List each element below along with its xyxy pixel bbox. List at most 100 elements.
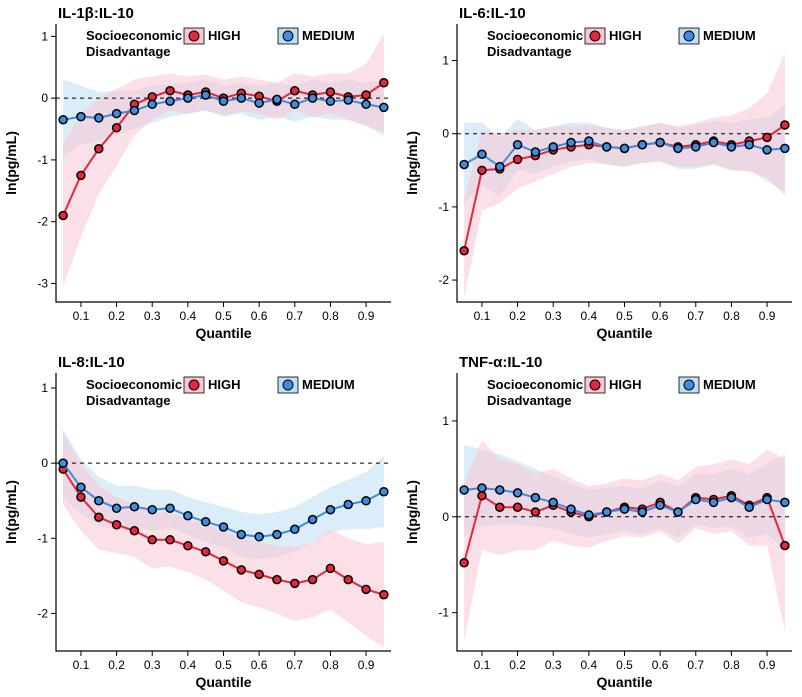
x-tick-label: 0.9 <box>759 309 776 323</box>
legend-label: MEDIUM <box>302 28 355 43</box>
legend-marker-icon <box>590 380 600 390</box>
high-marker <box>255 570 263 578</box>
legend-title-line2: Disadvantage <box>487 44 572 59</box>
x-tick-label: 0.6 <box>652 658 669 672</box>
medium-marker <box>531 148 539 156</box>
high-marker <box>273 575 281 583</box>
medium-marker <box>692 495 700 503</box>
medium-marker <box>638 508 646 516</box>
legend-title-line1: Socioeconomic <box>86 377 182 392</box>
high-marker <box>380 79 388 87</box>
medium-marker <box>763 495 771 503</box>
medium-marker <box>674 508 682 516</box>
medium-marker <box>326 97 334 105</box>
panel-2: 0.10.20.30.40.50.60.70.80.9-2-101Quantil… <box>0 349 401 697</box>
legend-marker-icon <box>189 380 199 390</box>
y-axis-label: ln(pg/mL) <box>3 131 19 195</box>
x-tick-label: 0.8 <box>322 658 339 672</box>
legend-title-line1: Socioeconomic <box>86 28 182 43</box>
high-marker <box>166 535 174 543</box>
x-tick-label: 0.4 <box>581 658 598 672</box>
medium-marker <box>220 97 228 105</box>
high-marker <box>460 247 468 255</box>
panel-wrapper: 0.10.20.30.40.50.60.70.80.9-3-2-101Quant… <box>0 0 401 349</box>
medium-marker <box>202 517 210 525</box>
y-tick-label: -2 <box>438 273 449 287</box>
legend-label: MEDIUM <box>703 377 756 392</box>
x-tick-label: 0.4 <box>180 658 197 672</box>
legend-marker-icon <box>189 31 199 41</box>
medium-marker <box>674 144 682 152</box>
medium-marker <box>549 143 557 151</box>
medium-marker <box>255 532 263 540</box>
panel-1: 0.10.20.30.40.50.60.70.80.9-2-101Quantil… <box>401 0 802 348</box>
medium-marker <box>344 500 352 508</box>
medium-marker <box>237 94 245 102</box>
high-marker <box>59 212 67 220</box>
x-tick-label: 0.5 <box>215 658 232 672</box>
legend-title-line1: Socioeconomic <box>487 28 583 43</box>
y-tick-label: -3 <box>37 276 48 290</box>
y-tick-label: -1 <box>37 153 48 167</box>
x-tick-label: 0.5 <box>215 309 232 323</box>
chart-grid: 0.1 0.2 0.3 0.4 0.5 0.6 0.7 0.8 0.9 -3 -2 -1 0 1 Quant… <box>0 0 802 697</box>
high-marker <box>77 492 85 500</box>
x-tick-label: 0.8 <box>723 658 740 672</box>
medium-marker <box>362 100 370 108</box>
y-tick-label: 0 <box>41 91 48 105</box>
high-marker <box>291 87 299 95</box>
medium-marker <box>77 113 85 121</box>
legend-marker-icon <box>283 380 293 390</box>
medium-marker <box>603 508 611 516</box>
x-tick-label: 0.3 <box>545 658 562 672</box>
medium-marker <box>166 504 174 512</box>
x-tick-label: 0.7 <box>286 309 303 323</box>
x-axis-label: Quantile <box>195 674 251 690</box>
x-tick-label: 0.5 <box>616 658 633 672</box>
medium-marker <box>95 114 103 122</box>
x-tick-label: 0.7 <box>687 309 704 323</box>
legend-label: HIGH <box>609 28 642 43</box>
y-axis-label: ln(pg/mL) <box>404 131 420 195</box>
medium-marker <box>59 459 67 467</box>
legend-title-line1: Socioeconomic <box>487 377 583 392</box>
panel-title: IL-6:IL-10 <box>459 5 526 22</box>
medium-marker <box>344 96 352 104</box>
y-axis-label: ln(pg/mL) <box>404 480 420 544</box>
high-marker <box>496 503 504 511</box>
medium-marker <box>59 116 67 124</box>
high-marker <box>309 575 317 583</box>
medium-marker <box>237 530 245 538</box>
medium-marker <box>763 146 771 154</box>
y-tick-label: -2 <box>37 606 48 620</box>
medium-marker <box>95 496 103 504</box>
legend-marker-icon <box>684 380 694 390</box>
medium-marker <box>621 505 629 513</box>
y-tick-label: -1 <box>37 531 48 545</box>
x-tick-label: 0.1 <box>73 309 90 323</box>
medium-marker <box>478 150 486 158</box>
panel-title: IL-1β:IL-10 <box>58 5 134 22</box>
high-marker <box>220 556 228 564</box>
high-marker <box>148 535 156 543</box>
high-marker <box>781 541 789 549</box>
legend-label: MEDIUM <box>302 377 355 392</box>
high-marker <box>380 590 388 598</box>
panel-title: IL-8:IL-10 <box>58 354 125 371</box>
x-tick-label: 0.2 <box>108 309 125 323</box>
panel-title: TNF-α:IL-10 <box>459 354 542 371</box>
high-marker <box>166 87 174 95</box>
medium-marker <box>710 498 718 506</box>
y-tick-label: 1 <box>442 54 449 68</box>
high-marker <box>326 564 334 572</box>
high-marker <box>478 166 486 174</box>
y-tick-label: 1 <box>41 29 48 43</box>
medium-marker <box>166 97 174 105</box>
medium-marker <box>549 498 557 506</box>
y-tick-label: 0 <box>41 456 48 470</box>
x-tick-label: 0.6 <box>251 309 268 323</box>
panel-3: 0.10.20.30.40.50.60.70.80.9-101Quantilel… <box>401 349 802 697</box>
medium-marker <box>781 498 789 506</box>
high-marker <box>344 575 352 583</box>
medium-marker <box>77 483 85 491</box>
